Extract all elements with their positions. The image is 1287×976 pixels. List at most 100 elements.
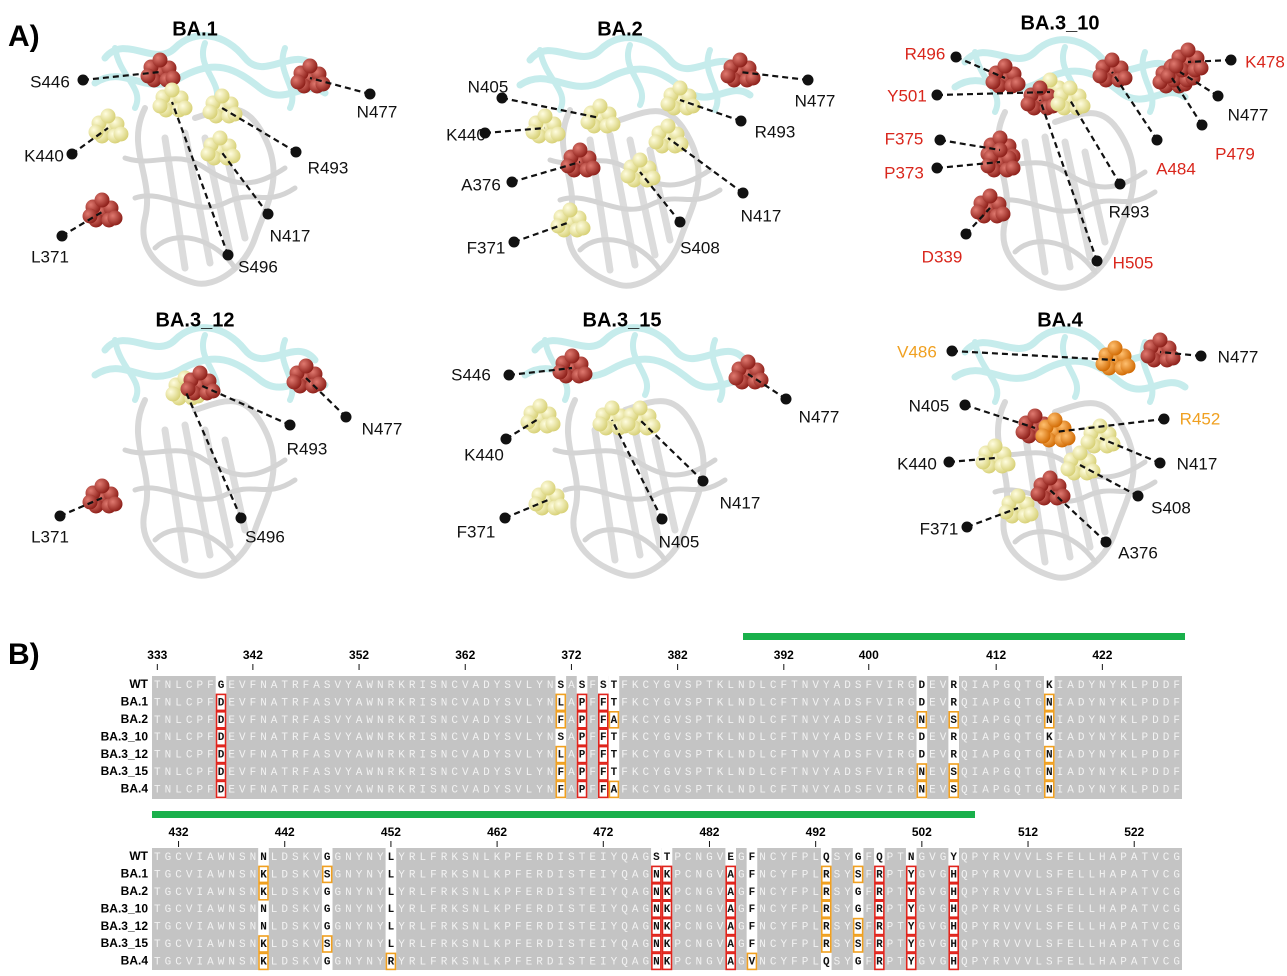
atom-sphere (996, 207, 1011, 222)
atom-sphere (983, 189, 998, 204)
leader-dot (944, 457, 955, 468)
atom-sphere (1051, 97, 1066, 112)
position-label: 333 (147, 648, 167, 662)
atom-sphere (83, 209, 98, 224)
residue-label: L371 (31, 247, 69, 266)
atom-sphere (1011, 77, 1026, 92)
atom-sphere (593, 417, 608, 432)
atom-sphere (586, 161, 601, 176)
leader-dot (1152, 135, 1163, 146)
residue-label: H505 (1113, 253, 1154, 272)
leader-dot (55, 511, 66, 522)
atom-sphere (1028, 409, 1043, 424)
atom-sphere (976, 455, 991, 470)
atom-sphere (621, 417, 636, 432)
residue-label: N477 (1228, 105, 1269, 124)
atom-sphere (563, 203, 578, 218)
leader-dot (1101, 537, 1112, 548)
residue-label: P373 (884, 163, 924, 182)
residue-label: N405 (659, 532, 700, 551)
leader-dot (961, 229, 972, 240)
atom-sphere (312, 377, 327, 392)
atom-sphere (551, 219, 566, 234)
atom-sphere (1169, 59, 1184, 74)
residue-label: N417 (720, 493, 761, 512)
position-label: 400 (859, 648, 879, 662)
leader-dot (1159, 414, 1170, 425)
leader-dot (500, 513, 511, 524)
atom-sphere (201, 147, 216, 162)
structure-title: BA.2 (597, 18, 643, 40)
atom-sphere (554, 499, 569, 514)
leader-dot (932, 163, 943, 174)
atom-sphere (303, 59, 318, 74)
atom-sphere (1093, 69, 1108, 84)
atom-sphere (1073, 446, 1088, 461)
sequence-name: BA.1 (121, 867, 149, 881)
atom-sphere (1024, 507, 1039, 522)
sequence-name: BA.2 (121, 712, 149, 726)
atom-sphere (633, 401, 648, 416)
residue-label: R493 (287, 439, 328, 458)
leader-dot (263, 209, 274, 220)
leader-dot (365, 89, 376, 100)
residue-label: K478 (1245, 52, 1285, 71)
sequence: TGCVIAWNSNKLDSKVSGNYNYLYRLFRKSNLKPFERDIS… (154, 939, 1180, 951)
atom-sphere (605, 401, 620, 416)
atom-sphere (1021, 97, 1036, 112)
residue-label: R493 (308, 158, 349, 177)
residue-label: L371 (31, 527, 69, 546)
atom-sphere (553, 365, 568, 380)
atom-sphere (1194, 61, 1209, 76)
position-label: 512 (1018, 825, 1038, 839)
atom-sphere (95, 479, 110, 494)
residue-label: N477 (357, 102, 398, 121)
residue-label: S496 (238, 257, 278, 276)
leader-dot (951, 52, 962, 63)
leader-dot (698, 476, 709, 487)
atom-sphere (141, 69, 156, 84)
position-label: 502 (912, 825, 932, 839)
leader-dot (960, 400, 971, 411)
leader-dot (1197, 120, 1208, 131)
atom-sphere (114, 127, 129, 142)
atom-sphere (1118, 71, 1133, 86)
leader-dot (1092, 256, 1103, 267)
atom-sphere (721, 69, 736, 84)
residue-label: N405 (909, 396, 950, 415)
position-label: 482 (699, 825, 719, 839)
residue-label: S408 (1151, 498, 1191, 517)
position-label: 352 (349, 648, 369, 662)
atom-sphere (1121, 359, 1136, 374)
position-label: 442 (275, 825, 295, 839)
leader-dot (1213, 91, 1224, 102)
atom-sphere (986, 75, 1001, 90)
residue-label: R493 (1109, 202, 1150, 221)
residue-label: N405 (468, 77, 509, 96)
figure: A)B)BA.1S446K440L371S496N417R493N477BA.2… (0, 0, 1287, 971)
atom-sphere (1048, 413, 1063, 428)
residue-label: S408 (680, 238, 720, 257)
atom-sphere (1031, 487, 1046, 502)
atom-sphere (998, 59, 1013, 74)
sequence: TGCVIAWNSNNLDSKVGGNYNYLYRLFRKSNLKPFERDIS… (154, 852, 1180, 864)
residue-label: K440 (446, 125, 486, 144)
atom-sphere (108, 497, 123, 512)
atom-sphere (578, 367, 593, 382)
leader-dot (78, 75, 89, 86)
panel-label: B) (8, 638, 40, 671)
leader-dot (932, 90, 943, 101)
leader-dot (738, 188, 749, 199)
residue-label: F375 (885, 129, 924, 148)
atom-sphere (661, 97, 676, 112)
atom-sphere (1001, 457, 1016, 472)
position-label: 452 (381, 825, 401, 839)
sequence: TNLCPFDEVFNATRFASVYAWNRKRISNCVADYSVLYNFA… (154, 715, 1180, 727)
residue-label: S446 (451, 365, 491, 384)
atom-sphere (203, 105, 218, 120)
atom-sphere (988, 439, 1003, 454)
atom-sphere (215, 89, 230, 104)
residue-label: A484 (1156, 159, 1196, 178)
